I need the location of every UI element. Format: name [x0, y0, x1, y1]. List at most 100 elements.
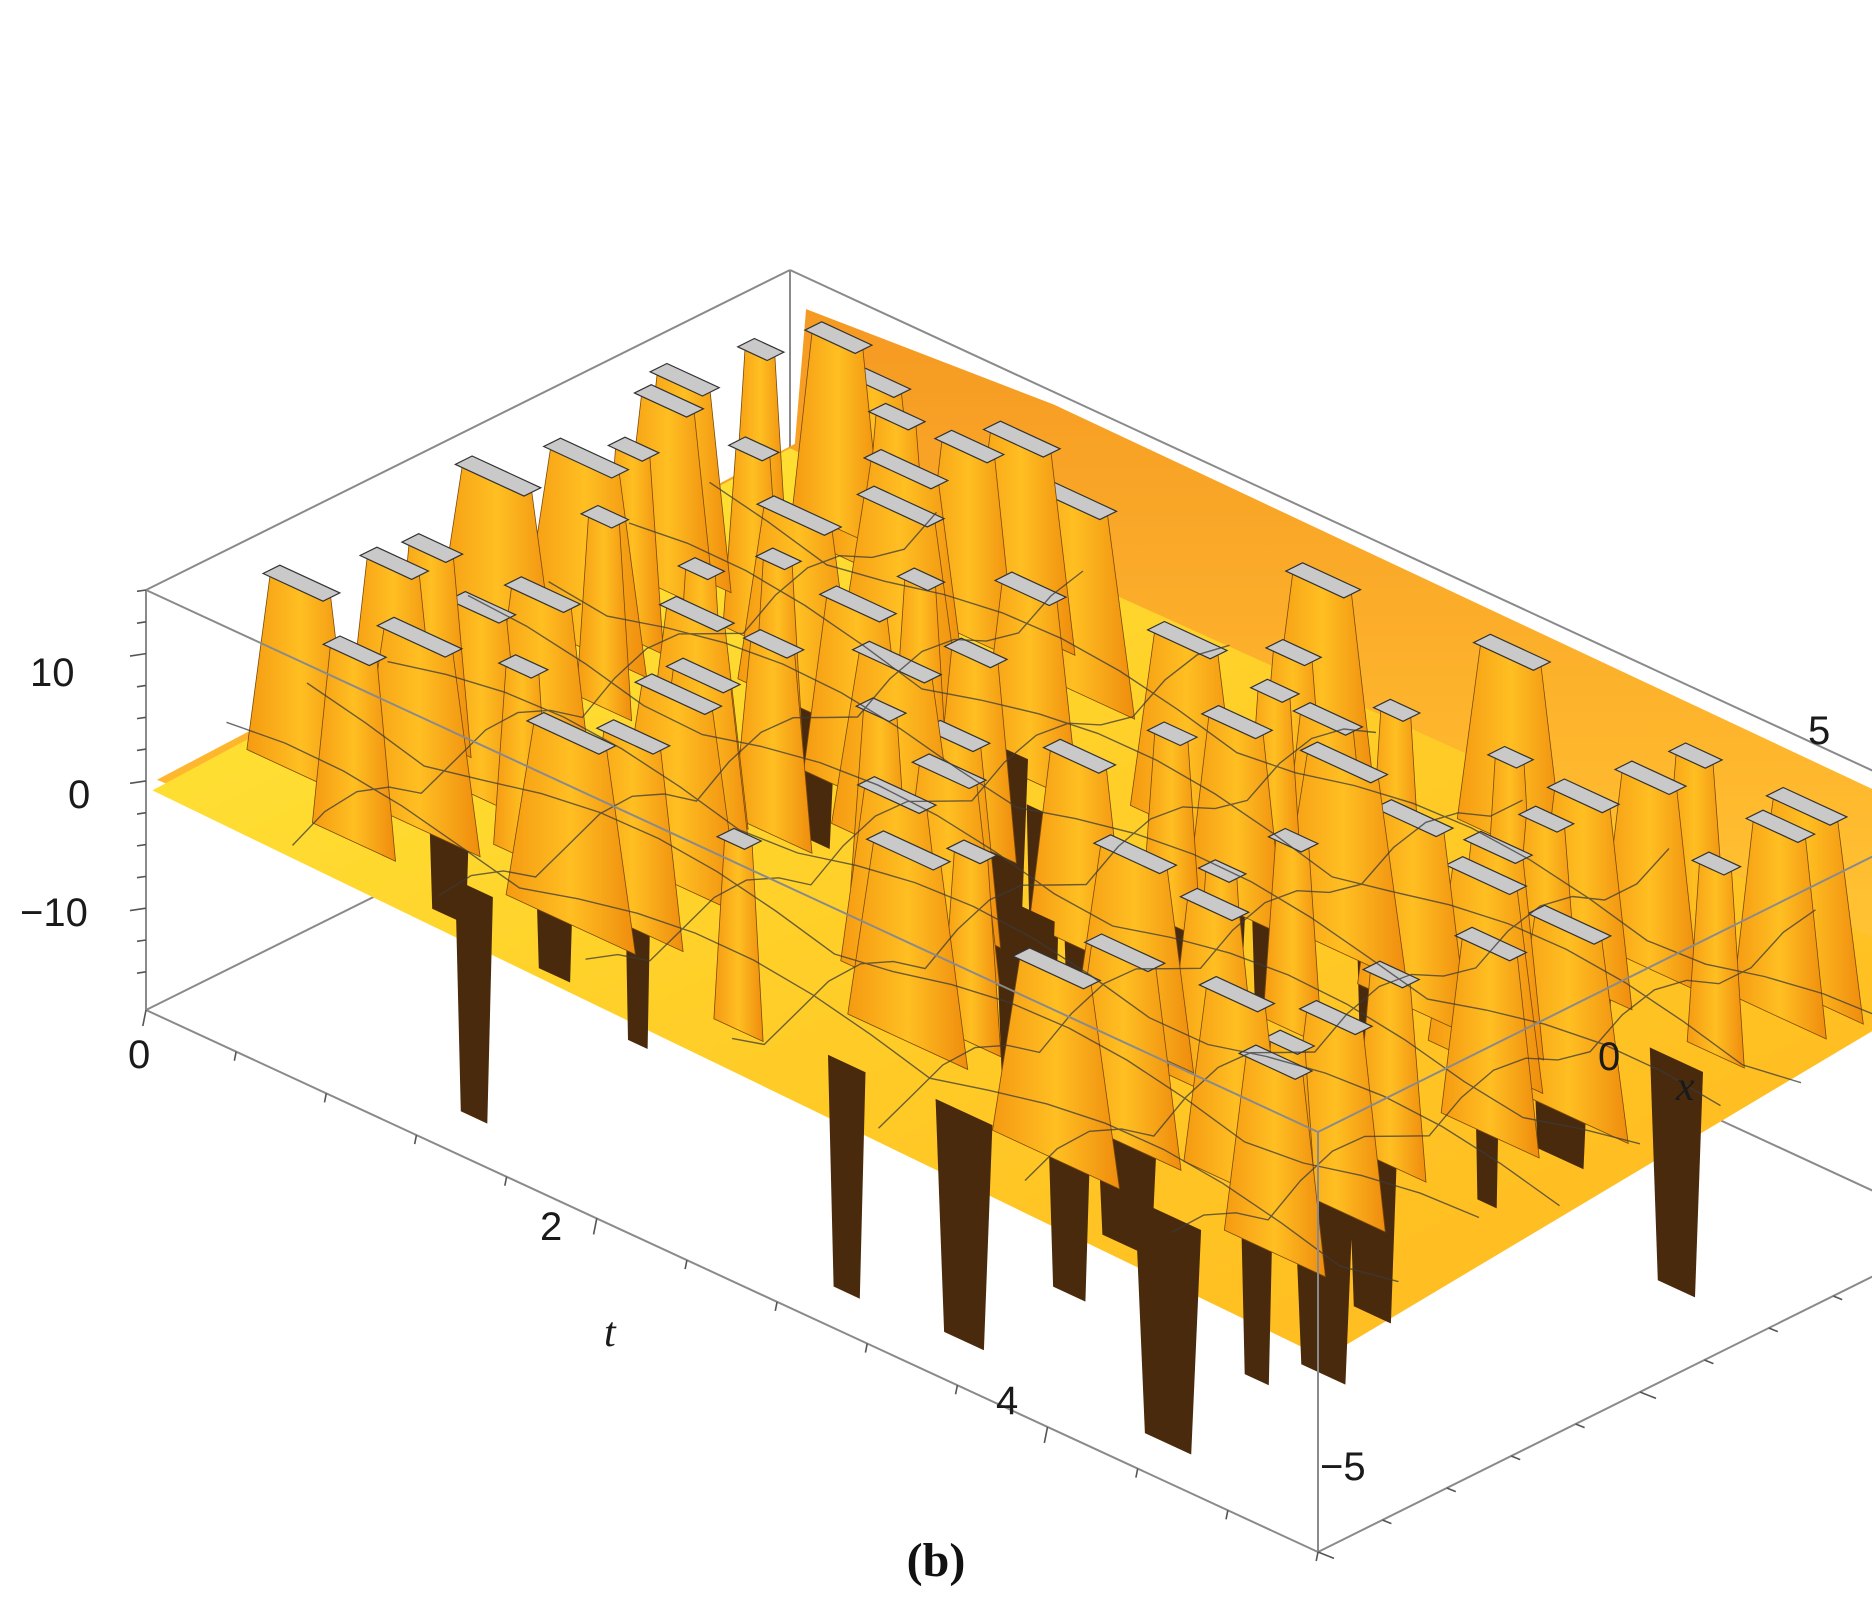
t-tick: [1135, 1468, 1139, 1478]
spike-down: [935, 1098, 993, 1351]
t-tick-label-4: 4: [996, 1379, 1018, 1423]
box-edge-back-1: [145, 269, 791, 591]
spike-clipped-top: [1179, 887, 1251, 922]
spike-clipped-top: [1667, 742, 1724, 769]
z-tick: [136, 971, 147, 974]
z-tick: [136, 939, 147, 943]
spike-clipped-top: [1146, 620, 1229, 660]
z-tick: [136, 589, 147, 593]
spike-clipped-top: [754, 547, 803, 571]
spike-down: [455, 879, 493, 1124]
spike-clipped-top: [1444, 856, 1528, 896]
spike-clipped-top: [447, 590, 517, 624]
t-tick: [774, 1301, 778, 1312]
spike-clipped-top: [633, 673, 723, 716]
spike-clipped-top: [1462, 830, 1534, 865]
box-edge-front-4: [145, 1009, 1319, 1553]
x-tick: [1832, 1295, 1843, 1301]
spike-clipped-top: [867, 402, 927, 431]
x-tick: [1382, 1519, 1392, 1525]
spike-clipped-top: [633, 384, 705, 418]
t-tick: [233, 1051, 237, 1061]
spike-clipped-top: [497, 654, 550, 679]
z-tick: [136, 716, 147, 720]
mesh-line-x: [467, 594, 1641, 1145]
spike-clipped-top: [943, 637, 1009, 669]
t-tick: [592, 1218, 598, 1235]
spike-clipped-top: [1517, 805, 1576, 833]
t-tick-label-0: 0: [128, 1033, 150, 1077]
t-axis-label: t: [604, 1310, 617, 1356]
spike-clipped-top: [1249, 678, 1301, 703]
spike-clipped-top: [803, 321, 874, 355]
mesh-line-t: [291, 511, 938, 846]
spike-down: [828, 1054, 866, 1299]
spike-clipped-top: [1284, 562, 1362, 599]
x-tick-label-0: 0: [1598, 1035, 1620, 1079]
spike-clipped-top: [1472, 633, 1552, 671]
z-tick: [136, 811, 147, 815]
spike-clipped-top: [945, 839, 999, 865]
mesh-line-t: [731, 728, 1377, 1046]
spike-clipped-top: [454, 455, 543, 497]
x-tick: [1317, 1551, 1335, 1560]
z-tick-label-0: 0: [68, 773, 90, 817]
box-edge-back-2: [789, 269, 1872, 772]
spike-clipped-top: [261, 564, 342, 602]
mesh-line-t: [438, 570, 1084, 896]
spike-clipped-top: [993, 571, 1068, 607]
spike-clipped-top: [855, 485, 946, 528]
spike-clipped-top: [736, 337, 786, 362]
z-tick: [129, 907, 147, 912]
z-tick-label-neg10: −10: [20, 891, 88, 935]
spike-clipped-top: [1765, 786, 1849, 826]
spike-clipped-top: [1292, 702, 1364, 736]
spike-clipped-top: [676, 557, 726, 581]
surface-mesh-lines: [226, 481, 1872, 1283]
t-tick: [413, 1134, 418, 1145]
axis-ticks: [129, 589, 1843, 1562]
spike-clipped-top: [648, 362, 721, 397]
spike-clipped-top: [1146, 721, 1199, 747]
spike-clipped-top: [658, 595, 736, 633]
z-tick: [136, 748, 147, 752]
t-tick: [504, 1176, 508, 1186]
spike-clipped-top: [1373, 799, 1455, 838]
t-tick: [864, 1343, 869, 1353]
spike-clipped-top: [1299, 741, 1389, 784]
spike-clipped-top: [606, 436, 661, 462]
t-tick: [1043, 1426, 1049, 1444]
spike-clipped-top: [1546, 778, 1621, 814]
spike-clipped-top: [1690, 851, 1742, 876]
spike-clipped-top: [1486, 745, 1535, 769]
spike-clipped-top: [1083, 933, 1167, 973]
spike-clipped-top: [1092, 834, 1178, 875]
mesh-line-x: [226, 721, 1399, 1283]
z-tick: [136, 621, 147, 624]
mesh-line-t: [1024, 848, 1670, 1181]
spike-clipped-top: [1237, 1044, 1314, 1080]
spike-clipped-top: [933, 429, 1006, 464]
x-tick-label-5: 5: [1808, 709, 1830, 753]
mesh-line-x: [628, 522, 1802, 1084]
spike-clipped-top: [595, 719, 672, 755]
spike-clipped-top: [542, 437, 630, 479]
t-tick: [142, 1009, 147, 1027]
mesh-line-x: [709, 481, 1872, 1015]
spike-clipped-top: [715, 827, 763, 850]
box-edge-front-0: [145, 589, 1319, 1133]
surface-spikes: [246, 321, 1864, 1455]
spike-clipped-top: [727, 436, 781, 462]
spike-clipped-top: [1198, 975, 1276, 1013]
z-tick: [129, 780, 147, 785]
spike-clipped-top: [755, 495, 843, 536]
spike-clipped-top: [1526, 904, 1613, 945]
spike-clipped-top: [579, 504, 630, 529]
mesh-line-x: [387, 660, 1560, 1207]
spike-down: [1135, 1199, 1202, 1455]
spike-clipped-top: [865, 830, 952, 871]
z-tick: [136, 875, 147, 879]
z-tick: [136, 684, 147, 688]
spike-clipped-top: [1042, 738, 1117, 774]
